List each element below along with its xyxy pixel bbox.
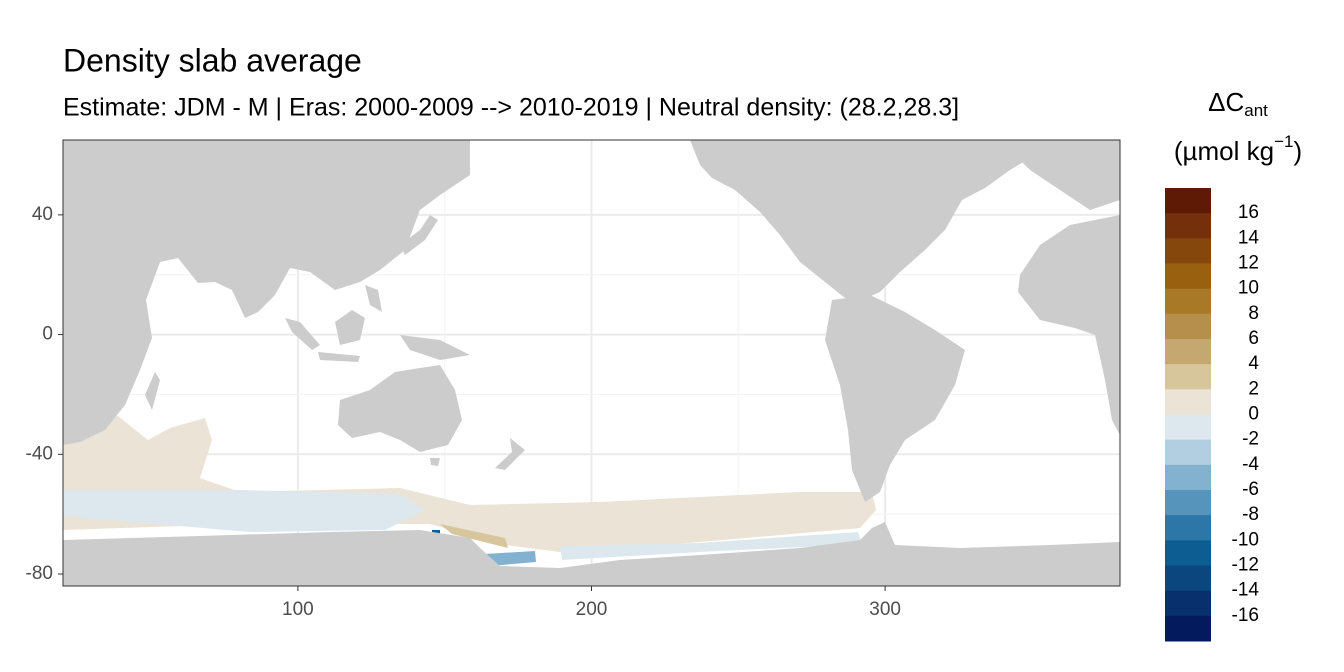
legend-swatch	[1165, 515, 1211, 541]
x-tick-label: 200	[576, 599, 608, 620]
legend-label: 2	[1248, 378, 1259, 399]
legend-swatch	[1165, 414, 1211, 441]
legend-swatch	[1165, 188, 1211, 214]
borneo-java	[335, 310, 365, 345]
legend-label: 10	[1238, 278, 1259, 299]
legend-swatch	[1165, 490, 1211, 516]
eurasia-africa	[63, 140, 470, 445]
legend-swatch	[1165, 389, 1211, 415]
legend-swatch	[1165, 615, 1211, 642]
legend-label: -4	[1242, 454, 1259, 475]
philippines	[365, 285, 382, 312]
greenland-europe	[1000, 140, 1120, 210]
japan	[400, 215, 438, 255]
legend-title-subscript: ant	[1244, 101, 1268, 120]
y-tick-label: 0	[42, 324, 53, 345]
legend-label: 4	[1248, 353, 1259, 374]
chart-title: Density slab average	[63, 42, 362, 78]
legend-swatch	[1165, 288, 1211, 315]
land	[63, 140, 1120, 586]
legend-label: -8	[1242, 504, 1259, 525]
tasmania	[430, 458, 440, 466]
legend-swatch	[1165, 540, 1211, 566]
legend-label: -2	[1242, 429, 1259, 450]
australia	[338, 365, 462, 452]
legend-swatch	[1165, 339, 1211, 365]
legend-swatch	[1165, 590, 1211, 617]
legend-swatch	[1165, 213, 1211, 239]
legend: 16 14 12 10 8 6 4 2 0 -2 -4 -6 -8 -10 -12 -14 -16	[1165, 188, 1259, 642]
legend-label: 0	[1248, 404, 1259, 425]
data-region	[440, 524, 508, 548]
legend-label: -14	[1232, 580, 1260, 601]
north-america	[690, 140, 1060, 300]
legend-swatch	[1165, 565, 1211, 592]
new-zealand	[495, 438, 525, 470]
new-guinea	[400, 335, 470, 360]
legend-label: -10	[1232, 529, 1259, 550]
legend-unit: (µmol kg−1)	[1174, 132, 1302, 165]
legend-unit-superscript: −1	[1274, 132, 1293, 151]
legend-label: -6	[1242, 479, 1259, 500]
legend-label: 14	[1238, 227, 1260, 248]
legend-label: 16	[1238, 202, 1259, 223]
legend-label: 6	[1248, 328, 1259, 349]
legend-swatch	[1165, 364, 1211, 390]
data-region	[63, 490, 425, 532]
legend-swatch	[1165, 313, 1211, 340]
data-regions	[63, 416, 876, 566]
legend-label: -16	[1232, 605, 1259, 626]
south-america	[825, 295, 965, 502]
legend-swatch	[1165, 439, 1211, 466]
legend-swatch	[1165, 238, 1211, 264]
legend-swatch	[1165, 263, 1211, 290]
sumatra	[285, 318, 320, 350]
x-tick-label: 300	[869, 599, 901, 620]
legend-title-text: ΔC	[1208, 87, 1244, 117]
legend-label: -12	[1232, 555, 1259, 576]
antarctica	[63, 522, 1120, 586]
data-region	[560, 532, 862, 560]
legend-title: ΔCant	[1208, 87, 1268, 121]
x-tick-label: 100	[282, 599, 314, 620]
data-region	[485, 551, 536, 566]
legend-swatch	[1165, 464, 1211, 491]
arabia-madagascar	[145, 372, 160, 410]
west-africa	[1018, 215, 1120, 435]
legend-unit-close: )	[1293, 136, 1302, 166]
y-tick-label: -80	[26, 563, 53, 584]
legend-label: 8	[1248, 303, 1259, 324]
java	[318, 352, 360, 362]
y-tick-label: 40	[32, 204, 53, 225]
y-tick-label: -40	[26, 443, 53, 464]
chart-subtitle: Estimate: JDM - M | Eras: 2000-2009 --> …	[63, 94, 959, 122]
legend-unit-text: (µmol kg	[1174, 136, 1274, 166]
legend-label: 12	[1238, 253, 1259, 274]
